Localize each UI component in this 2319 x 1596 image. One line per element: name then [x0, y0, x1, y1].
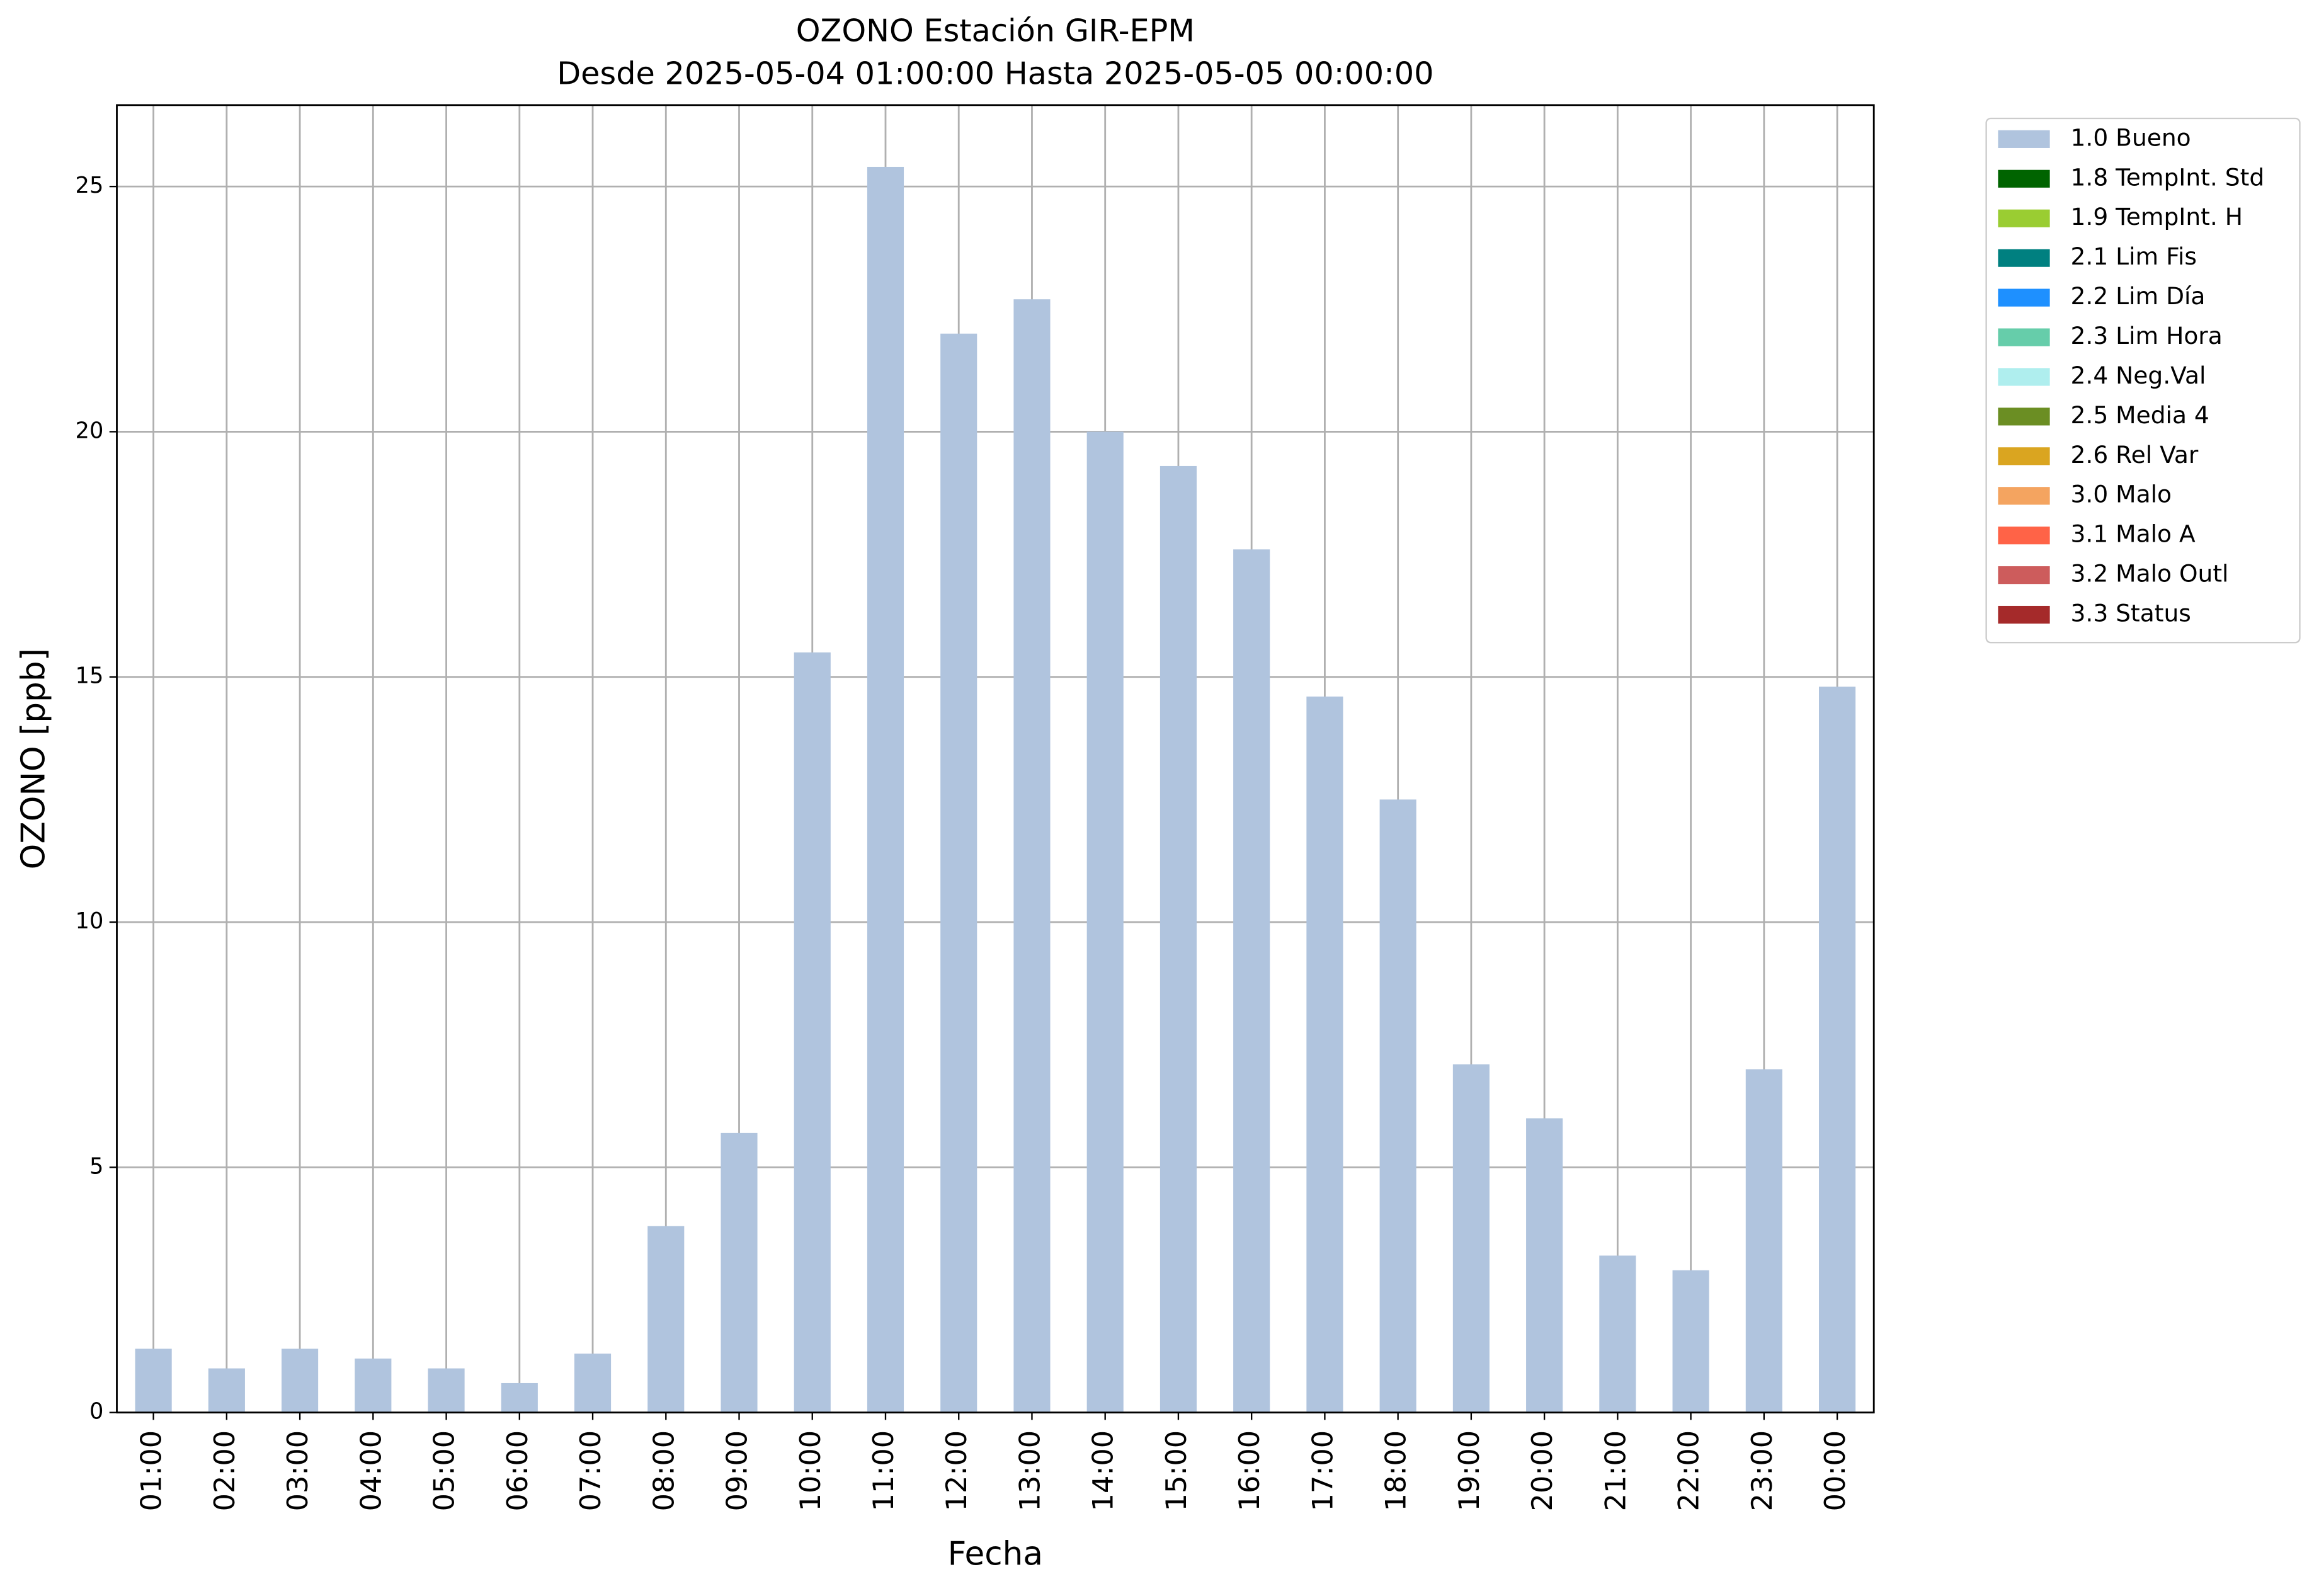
bar — [574, 1354, 612, 1413]
legend-label: 3.2 Malo Outl — [2071, 560, 2229, 588]
bar — [355, 1359, 392, 1413]
legend-label: 2.1 Lim Fis — [2071, 242, 2197, 270]
legend-label: 3.1 Malo A — [2071, 520, 2196, 548]
x-tick-label: 19:00 — [1453, 1430, 1486, 1512]
legend-label: 2.5 Media 4 — [2071, 401, 2209, 429]
bar — [1745, 1069, 1782, 1413]
legend-swatch — [1998, 605, 2050, 624]
legend-label: 1.8 TempInt. Std — [2071, 163, 2265, 191]
legend-label: 3.3 Status — [2071, 600, 2191, 627]
bar — [282, 1348, 319, 1413]
bar — [1599, 1255, 1636, 1413]
bar — [1819, 687, 1856, 1413]
legend-swatch — [1998, 527, 2050, 545]
legend-label: 1.0 Bueno — [2071, 123, 2191, 151]
legend-swatch — [1998, 209, 2050, 227]
x-tick-label: 07:00 — [574, 1430, 607, 1512]
bar — [940, 333, 977, 1413]
x-tick-label: 16:00 — [1233, 1430, 1266, 1512]
y-tick-label: 15 — [76, 663, 104, 689]
legend-swatch — [1998, 487, 2050, 505]
x-axis-label: Fecha — [948, 1535, 1043, 1573]
bar — [1526, 1118, 1563, 1413]
x-tick-label: 03:00 — [282, 1430, 314, 1512]
y-tick-label: 10 — [76, 908, 104, 934]
bar — [1379, 799, 1416, 1413]
bar — [1013, 299, 1051, 1413]
bar — [1233, 549, 1270, 1413]
plot-frame — [116, 104, 1875, 1414]
legend-swatch — [1998, 249, 2050, 267]
x-tick-label: 10:00 — [794, 1430, 827, 1512]
x-tick-label: 22:00 — [1673, 1430, 1706, 1512]
bar — [1306, 696, 1343, 1413]
x-tick-label: 11:00 — [867, 1430, 900, 1512]
legend-label: 2.2 Lim Día — [2071, 282, 2206, 310]
legend-label: 2.4 Neg.Val — [2071, 362, 2206, 389]
bars — [135, 166, 1856, 1413]
y-tick-label: 25 — [76, 173, 104, 198]
x-tick-label: 12:00 — [940, 1430, 973, 1512]
legend-label: 2.3 Lim Hora — [2071, 322, 2223, 350]
y-tick-label: 0 — [89, 1399, 103, 1425]
x-tick-label: 06:00 — [501, 1430, 534, 1512]
x-tick-label: 13:00 — [1013, 1430, 1046, 1512]
bar — [208, 1368, 245, 1413]
legend-swatch — [1998, 328, 2050, 346]
chart-title: OZONO Estación GIR-EPM — [796, 12, 1195, 48]
legend-label: 1.9 TempInt. H — [2071, 203, 2243, 231]
bar — [135, 1348, 172, 1413]
y-axis-label: OZONO [ppb] — [14, 648, 52, 869]
x-tick-label: 04:00 — [355, 1430, 387, 1512]
bar — [501, 1382, 538, 1413]
bar — [721, 1132, 758, 1413]
x-tick-label: 08:00 — [647, 1430, 680, 1512]
y-tick-label: 5 — [89, 1153, 103, 1179]
x-tick-label: 20:00 — [1526, 1430, 1559, 1512]
x-tick-label: 02:00 — [208, 1430, 241, 1512]
bar — [1086, 431, 1124, 1413]
x-tick-label: 14:00 — [1087, 1430, 1120, 1512]
x-tick-label: 00:00 — [1819, 1430, 1852, 1512]
x-tick-label: 18:00 — [1380, 1430, 1413, 1512]
legend-swatch — [1998, 408, 2050, 426]
legend-swatch — [1998, 169, 2050, 188]
bar — [794, 652, 831, 1413]
legend-swatch — [1998, 368, 2050, 386]
x-tick-label: 05:00 — [428, 1430, 461, 1512]
chart-subtitle: Desde 2025-05-04 01:00:00 Hasta 2025-05-… — [557, 55, 1433, 91]
legend-swatch — [1998, 288, 2050, 307]
bar — [1160, 465, 1197, 1413]
x-tick-label: 17:00 — [1306, 1430, 1339, 1512]
legend: 1.0 Bueno 1.8 TempInt. Std 1.9 TempInt. H 2… — [1985, 117, 2301, 644]
bar — [1452, 1064, 1490, 1413]
legend-label: 2.6 Rel Var — [2071, 441, 2199, 469]
legend-label: 3.0 Malo — [2071, 481, 2172, 508]
legend-swatch — [1998, 566, 2050, 584]
x-tick-label: 15:00 — [1160, 1430, 1193, 1512]
x-tick-label: 01:00 — [135, 1430, 168, 1512]
x-tick-label: 21:00 — [1599, 1430, 1632, 1512]
bar — [428, 1368, 465, 1413]
y-tick-label: 20 — [76, 418, 104, 443]
x-tick-label: 09:00 — [721, 1430, 754, 1512]
x-tick-label: 23:00 — [1746, 1430, 1779, 1512]
axes: 0 5 10 15 20 25 01:00 02:00 03:00 04:00 05:00 06:00… — [76, 104, 1875, 1512]
legend-swatch — [1998, 130, 2050, 148]
bar — [647, 1226, 685, 1413]
bar — [1672, 1270, 1709, 1413]
legend-frame — [1985, 117, 2301, 644]
bar — [867, 166, 904, 1413]
legend-swatch — [1998, 447, 2050, 465]
